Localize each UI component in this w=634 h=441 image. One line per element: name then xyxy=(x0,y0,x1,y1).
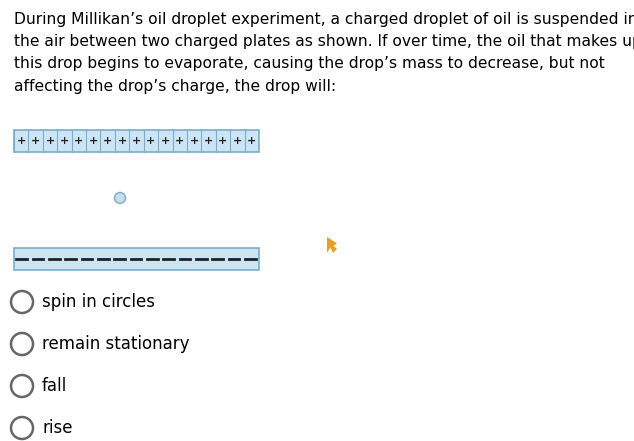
Text: spin in circles: spin in circles xyxy=(42,293,155,311)
Polygon shape xyxy=(327,237,337,253)
Text: fall: fall xyxy=(42,377,67,395)
Text: +: + xyxy=(146,136,155,146)
Text: +: + xyxy=(46,136,55,146)
Text: +: + xyxy=(74,136,84,146)
Text: +: + xyxy=(160,136,170,146)
Bar xyxy=(14,130,259,152)
Text: +: + xyxy=(31,136,40,146)
Circle shape xyxy=(11,417,33,439)
Circle shape xyxy=(11,333,33,355)
Text: +: + xyxy=(16,136,26,146)
Circle shape xyxy=(11,291,33,313)
Text: +: + xyxy=(247,136,256,146)
Text: +: + xyxy=(89,136,98,146)
Text: +: + xyxy=(132,136,141,146)
Text: +: + xyxy=(218,136,228,146)
Text: +: + xyxy=(233,136,242,146)
Text: +: + xyxy=(117,136,127,146)
Text: +: + xyxy=(175,136,184,146)
Text: remain stationary: remain stationary xyxy=(42,335,190,353)
Text: +: + xyxy=(204,136,213,146)
Text: During Millikan’s oil droplet experiment, a charged droplet of oil is suspended : During Millikan’s oil droplet experiment… xyxy=(14,12,634,93)
Text: +: + xyxy=(190,136,199,146)
Text: +: + xyxy=(103,136,112,146)
Circle shape xyxy=(11,375,33,397)
Text: rise: rise xyxy=(42,419,72,437)
Text: +: + xyxy=(60,136,69,146)
Circle shape xyxy=(115,193,126,203)
Bar xyxy=(14,248,259,270)
